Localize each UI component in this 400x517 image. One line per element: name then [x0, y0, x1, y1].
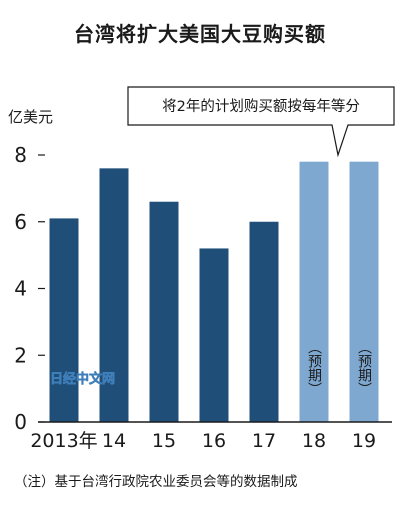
projected-label: （预期）: [356, 340, 372, 396]
x-tick-label: 2013年: [30, 430, 97, 452]
watermark-text: 日经中文网: [50, 371, 115, 387]
x-tick-label: 14: [102, 430, 126, 452]
chart-title: 台湾将扩大美国大豆购买额: [74, 22, 326, 46]
bar: [249, 221, 279, 422]
x-tick-label: 19: [352, 430, 376, 452]
x-tick-label: 17: [252, 430, 276, 452]
bar: [199, 248, 229, 422]
x-tick-label: 18: [302, 430, 326, 452]
bar-projected: [299, 161, 329, 423]
bar: [149, 201, 179, 422]
bar-projected: [349, 161, 379, 423]
projected-label: （预期）: [306, 340, 322, 396]
y-tick-label: 8: [14, 143, 27, 167]
y-tick-label: 6: [14, 210, 27, 234]
footnote: （注）基于台湾行政院农业委员会等的数据制成: [14, 474, 298, 490]
bar: [99, 168, 129, 422]
callout-text: 将2年的计划购买额按每年等分: [162, 97, 360, 115]
y-tick-label: 2: [14, 343, 27, 367]
x-tick-label: 16: [202, 430, 226, 452]
y-axis-label: 亿美元: [8, 108, 53, 126]
y-tick-label: 0: [14, 410, 27, 434]
callout: 将2年的计划购买额按每年等分: [127, 86, 395, 158]
x-tick-label: 15: [152, 430, 176, 452]
bar: [49, 218, 79, 422]
y-tick-label: 4: [14, 277, 27, 301]
callout-bubble: [127, 86, 395, 158]
